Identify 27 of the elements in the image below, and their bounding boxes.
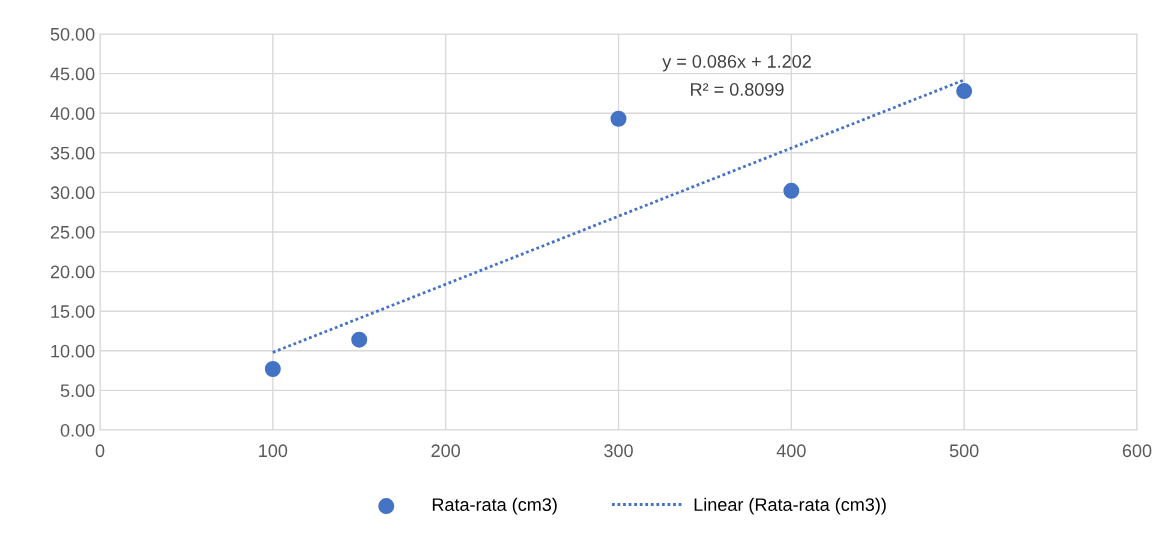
x-tick-label: 500 xyxy=(949,444,979,458)
y-tick-label: 30.00 xyxy=(50,186,95,200)
y-tick-label: 10.00 xyxy=(51,344,95,358)
x-tick-label: 300 xyxy=(604,444,633,458)
x-tick-label: 100 xyxy=(259,444,288,458)
point xyxy=(610,110,627,127)
y-tick-label: 35.00 xyxy=(50,146,95,160)
y-tick-label: 15.00 xyxy=(51,305,95,318)
y-tick-label: 50.00 xyxy=(50,27,95,41)
x-tick-label: 200 xyxy=(431,444,461,458)
y-tick-label: 40.00 xyxy=(50,107,95,120)
annotation: y = 0.086x + 1.202 xyxy=(662,55,811,72)
y-tick-label: 5.00 xyxy=(60,384,95,398)
legend-label: Linear (Rata-rata (cm3)) xyxy=(694,497,886,515)
y-tick-label: 0.00 xyxy=(60,423,95,437)
annotation: R² = 0.8099 xyxy=(691,83,784,96)
y-tick-label: 20.00 xyxy=(50,265,95,279)
point xyxy=(956,83,973,100)
legend-label: Rata-rata (cm3) xyxy=(432,497,557,515)
point xyxy=(783,182,800,199)
y-tick-label: 45.00 xyxy=(50,67,95,81)
x-tick-label: 400 xyxy=(776,444,806,458)
x-tick-label: 0 xyxy=(95,444,105,458)
x-tick-label: 600 xyxy=(1122,444,1152,458)
y-tick-label: 25.00 xyxy=(50,225,95,239)
point xyxy=(351,331,368,348)
point xyxy=(264,361,281,377)
